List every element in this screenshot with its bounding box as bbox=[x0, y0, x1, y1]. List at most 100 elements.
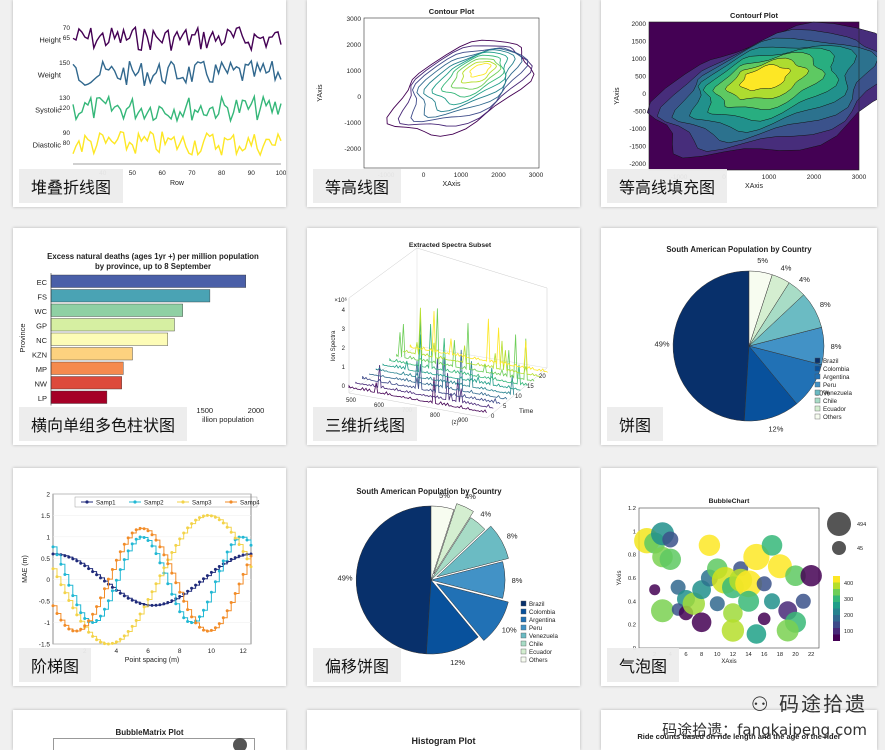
chart-title: South American Population by Country bbox=[356, 487, 502, 496]
bar-ec bbox=[50, 274, 247, 288]
y-axis-label: YAxis bbox=[617, 571, 623, 586]
x-tick-label: 600 bbox=[374, 403, 385, 409]
legend-entry: Venezuela bbox=[529, 633, 558, 640]
ride-title: Ride counts based on ride length and the… bbox=[637, 732, 841, 741]
legend-box bbox=[74, 496, 258, 508]
slice-label: 49% bbox=[338, 573, 353, 582]
contour-line bbox=[469, 62, 492, 78]
y-tick-label: 2000 bbox=[632, 21, 647, 28]
y-tick-label: -0.5 bbox=[39, 599, 51, 606]
pie-slice-others bbox=[430, 505, 455, 581]
y-tick-label: -2000 bbox=[629, 161, 646, 168]
bar-lp bbox=[50, 390, 108, 404]
x-tick-label: 14 bbox=[745, 652, 752, 658]
card-caption: 饼图 bbox=[607, 407, 664, 441]
bubble bbox=[709, 596, 725, 612]
legend-entry: Venezuela bbox=[823, 390, 852, 397]
bubble bbox=[776, 619, 799, 642]
colorbar-segment bbox=[833, 608, 840, 615]
chart-subtitle: by province, up to 8 September bbox=[95, 262, 211, 271]
x-axis-label: XAxis bbox=[443, 181, 461, 188]
bubble-plot: BubbleChart2468101214161820221.210.80.60… bbox=[617, 498, 866, 665]
card-caption: 堆叠折线图 bbox=[19, 169, 124, 203]
x-tick-label: 2000 bbox=[807, 174, 822, 181]
legend-marker bbox=[85, 500, 89, 504]
pie-plot: South American Population by Country 49% 1… bbox=[655, 245, 853, 434]
size-legend-label: 494 bbox=[857, 522, 866, 528]
contour-line bbox=[460, 60, 497, 84]
bubble bbox=[691, 612, 712, 633]
x-tick-label: 900 bbox=[458, 418, 469, 424]
bubble bbox=[746, 624, 767, 644]
card-hbar: Excess natural deaths (ages 1yr +) per m… bbox=[13, 228, 286, 445]
legend-swatch bbox=[814, 405, 821, 412]
time-axis-label: Time bbox=[519, 408, 534, 415]
chart-title: Contour Plot bbox=[429, 7, 475, 16]
legend-entry: Argentina bbox=[529, 617, 556, 624]
bar-mp bbox=[50, 361, 124, 375]
bar-kzn bbox=[50, 347, 133, 361]
colorbar-tick-label: 400 bbox=[844, 581, 853, 587]
pie-slice-argentina bbox=[435, 583, 509, 641]
card-histogram: Histogram Plot bbox=[307, 710, 580, 750]
bar-fs bbox=[50, 289, 211, 303]
y-tick-label: 80 bbox=[63, 140, 71, 147]
stairs-plot: 21.510.50-0.5-1-1.524681012Point spacing… bbox=[22, 492, 260, 665]
y-tick-label: 0.8 bbox=[628, 553, 636, 559]
y-axis-label: Ion Spectra bbox=[331, 330, 337, 361]
slice-label: 4% bbox=[480, 510, 491, 519]
legend-entry: Samp1 bbox=[96, 500, 116, 507]
slice-label: 4% bbox=[465, 492, 476, 501]
legend-entry: Argentina bbox=[823, 374, 850, 381]
x-tick-label: 3000 bbox=[529, 172, 544, 179]
y-tick-label: -2000 bbox=[344, 146, 361, 153]
z-tick-label: 1 bbox=[342, 365, 346, 371]
bubble bbox=[651, 599, 674, 623]
x-tick-label: 6 bbox=[684, 652, 687, 658]
series-line-weight bbox=[72, 59, 282, 86]
time-tick-label: 5 bbox=[503, 404, 507, 410]
bubble bbox=[721, 619, 745, 642]
x-tick-label: 22 bbox=[808, 652, 814, 658]
plot-frame bbox=[648, 21, 860, 171]
y-tick-label: 1.5 bbox=[41, 513, 50, 520]
x-tick-label: 12 bbox=[239, 648, 247, 655]
z-tick-label: 3 bbox=[342, 327, 346, 333]
colorbar-segment bbox=[833, 621, 840, 628]
slice-label: 49% bbox=[655, 339, 670, 348]
y-axis-label: YAxis bbox=[317, 84, 324, 102]
x-tick-label: 1000 bbox=[762, 174, 777, 181]
x-tick-label: 16 bbox=[761, 652, 767, 658]
legend-swatch bbox=[814, 397, 821, 404]
slice-label: 12% bbox=[768, 425, 783, 434]
y-tick-label: 130 bbox=[59, 95, 70, 102]
pie-slice-brazil bbox=[355, 505, 432, 655]
legend-entry: Others bbox=[529, 657, 548, 664]
pie-slice-ecuador bbox=[433, 503, 474, 575]
slice-label: 8% bbox=[512, 576, 523, 585]
category-label: GP bbox=[36, 321, 47, 330]
card-caption: 气泡图 bbox=[607, 648, 680, 682]
series-label: Systolic bbox=[35, 106, 61, 115]
category-label: MP bbox=[36, 365, 47, 374]
legend-entry: Brazil bbox=[823, 358, 838, 365]
exponent-label: ×10⁶ bbox=[334, 297, 347, 304]
x-tick-label: 80 bbox=[218, 170, 226, 177]
contour-line bbox=[440, 54, 505, 98]
legend-entry: Peru bbox=[823, 382, 837, 389]
legend-entry: Colombia bbox=[823, 366, 850, 373]
x-axis-label: XAxis bbox=[745, 183, 763, 190]
y-axis-label: MAE (m) bbox=[22, 555, 29, 583]
y-tick-label: -1 bbox=[44, 620, 50, 627]
y-axis-label: YAxis bbox=[614, 87, 621, 105]
pie-slice-brazil bbox=[672, 270, 750, 422]
category-label: LP bbox=[38, 394, 47, 403]
bubble bbox=[735, 570, 762, 598]
legend-swatch bbox=[814, 373, 821, 380]
x-tick-label: 6 bbox=[146, 648, 150, 655]
legend-swatch bbox=[520, 640, 527, 647]
bubble bbox=[757, 612, 771, 626]
slice-label: 8% bbox=[820, 300, 831, 309]
x-tick-label: 50 bbox=[129, 170, 137, 177]
contour-line bbox=[423, 49, 516, 113]
